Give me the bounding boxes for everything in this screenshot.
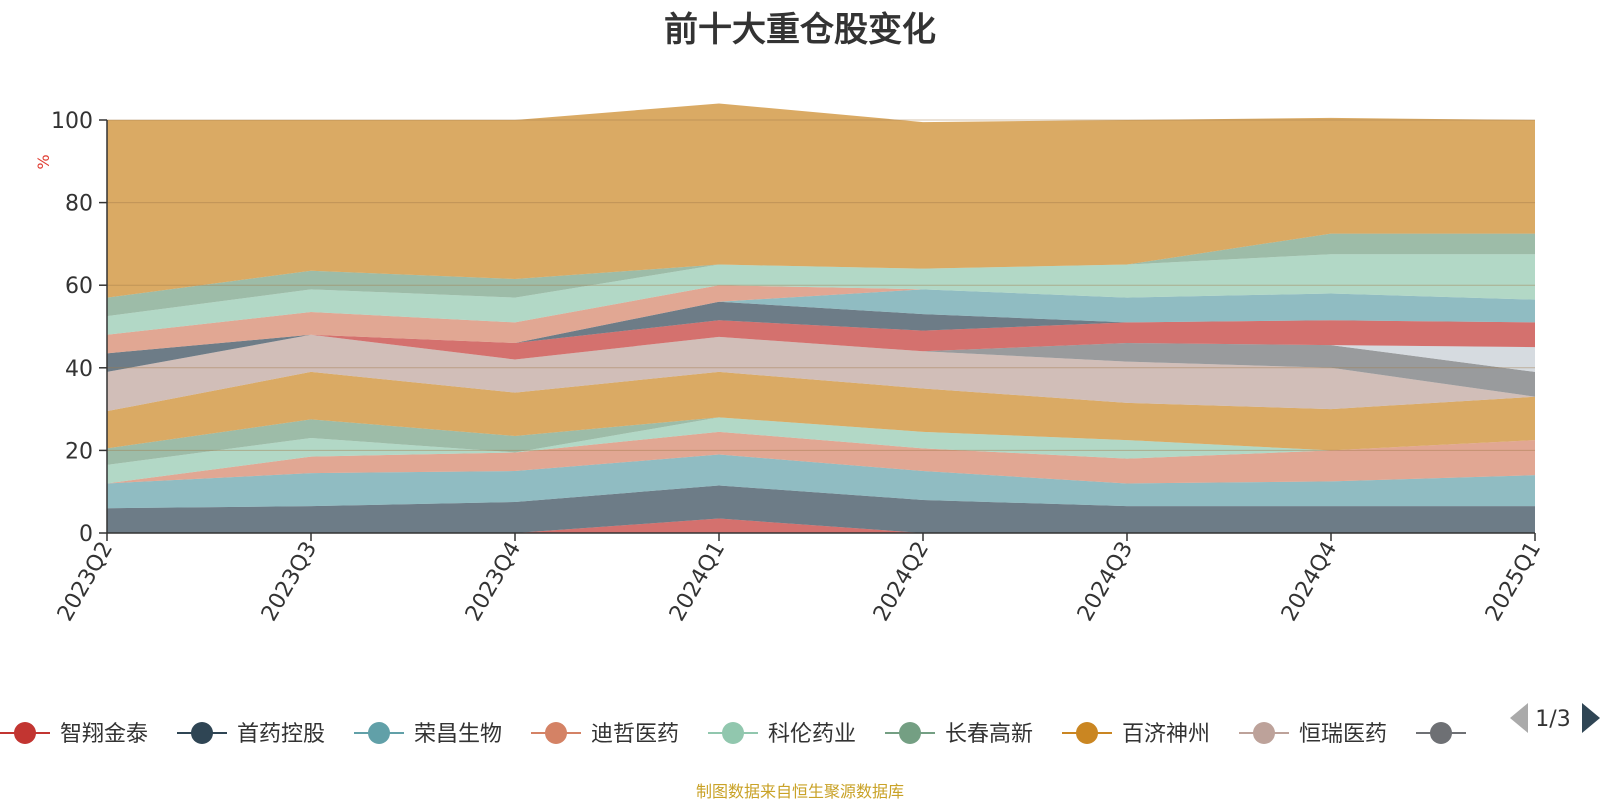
legend: 智翔金泰 首药控股 荣昌生物 迪哲医药 科伦药业 长春高新 百济神州 恒瑞医药 <box>0 722 1466 747</box>
legend-marker-0 <box>14 722 36 744</box>
legend-label-1: 首药控股 <box>237 722 325 747</box>
area-series-1 <box>107 485 1535 533</box>
area-series-5 <box>107 417 1535 465</box>
x-tick-label-2: 2023Q4 <box>461 538 526 626</box>
legend-marker-3 <box>545 722 567 744</box>
legend-page-indicator: 1/3 <box>1535 707 1570 732</box>
y-tick-label-0: 0 <box>79 522 93 547</box>
x-tick-label-6: 2024Q4 <box>1277 538 1342 626</box>
x-tick-label-5: 2024Q3 <box>1073 538 1138 626</box>
legend-label-0: 智翔金泰 <box>60 722 148 747</box>
legend-marker-8 <box>1430 722 1452 744</box>
legend-marker-1 <box>191 722 213 744</box>
area-series-10 <box>107 320 1535 372</box>
legend-marker-6 <box>1076 722 1098 744</box>
y-tick-label-3: 60 <box>65 274 93 299</box>
x-tick-label-3: 2024Q1 <box>665 538 730 626</box>
legend-item-7[interactable]: 恒瑞医药 <box>1239 722 1387 747</box>
area-layer <box>107 103 1535 533</box>
legend-item-6[interactable]: 百济神州 <box>1062 722 1210 747</box>
x-tick-label-0: 2023Q2 <box>53 538 118 626</box>
area-series-13 <box>107 285 1535 354</box>
legend-label-3: 迪哲医药 <box>591 722 679 747</box>
legend-next-button[interactable] <box>1582 703 1600 733</box>
legend-item-0[interactable]: 智翔金泰 <box>0 722 148 747</box>
x-tick-label-7: 2025Q1 <box>1481 538 1546 626</box>
legend-label-7: 恒瑞医药 <box>1299 722 1387 747</box>
chart-title: 前十大重仓股变化 <box>664 10 936 50</box>
area-series-11 <box>107 301 1535 372</box>
area-series-0 <box>107 518 1535 533</box>
area-series-6 <box>107 371 1535 451</box>
legend-item-8[interactable] <box>1416 722 1466 744</box>
legend-pager: 1/3 <box>1510 703 1600 733</box>
legend-prev-button[interactable] <box>1510 703 1528 733</box>
y-axis-unit-label: % <box>34 154 53 169</box>
legend-marker-7 <box>1253 722 1275 744</box>
area-series-15 <box>107 233 1535 317</box>
x-tick-label-4: 2024Q2 <box>869 538 934 626</box>
legend-marker-5 <box>899 722 921 744</box>
legend-marker-4 <box>722 722 744 744</box>
source-note: 制图数据来自恒生聚源数据库 <box>695 782 904 801</box>
area-series-4 <box>107 417 1535 484</box>
area-series-2 <box>107 454 1535 509</box>
y-tick-label-1: 20 <box>65 439 93 464</box>
legend-item-4[interactable]: 科伦药业 <box>708 722 856 747</box>
grid-layer <box>107 119 1535 451</box>
legend-item-2[interactable]: 荣昌生物 <box>354 722 502 747</box>
legend-item-3[interactable]: 迪哲医药 <box>531 722 679 747</box>
area-series-7 <box>107 334 1535 412</box>
legend-item-1[interactable]: 首药控股 <box>177 722 325 747</box>
legend-label-2: 荣昌生物 <box>414 722 502 747</box>
y-tick-label-4: 80 <box>65 192 93 217</box>
area-series-12 <box>107 289 1535 354</box>
y-tick-label-5: 100 <box>51 109 93 134</box>
legend-label-6: 百济神州 <box>1122 722 1210 747</box>
legend-label-5: 长春高新 <box>945 722 1033 747</box>
x-tick-label-1: 2023Q3 <box>257 538 322 626</box>
legend-marker-2 <box>368 722 390 744</box>
legend-item-5[interactable]: 长春高新 <box>885 722 1033 747</box>
area-series-14 <box>107 254 1535 335</box>
area-series-8 <box>107 334 1535 397</box>
area-series-3 <box>107 431 1535 484</box>
y-tick-label-2: 40 <box>65 357 93 382</box>
area-series-16 <box>107 103 1535 298</box>
legend-label-4: 科伦药业 <box>768 722 856 747</box>
